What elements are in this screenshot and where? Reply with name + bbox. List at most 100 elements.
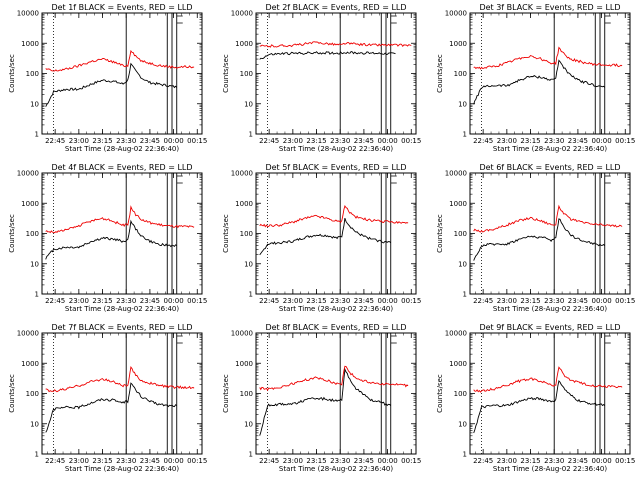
- y-tick-label: 1: [35, 291, 39, 299]
- plot-frame: [255, 12, 417, 135]
- y-axis-label: Counts/sec: [222, 374, 230, 413]
- lld-series-line: [473, 366, 623, 393]
- y-tick-label: 1: [463, 451, 467, 459]
- x-tick-label: 23:45: [568, 457, 588, 465]
- y-tick-label: 10: [244, 260, 253, 268]
- y-tick-label: 100: [26, 390, 39, 398]
- detector-panel-3: Det 3f BLACK = Events, RED = LLD 1 10 100 10…: [436, 3, 635, 153]
- detector-panel-2: Det 2f BLACK = Events, RED = LLD 1 10 100 10…: [222, 3, 421, 153]
- plot-frame: [469, 332, 631, 455]
- x-axis-label: Start Time (28-Aug-02 22:36:40): [279, 305, 393, 313]
- y-tick-label: 10000: [17, 330, 39, 338]
- lld-series-line: [45, 205, 195, 234]
- lld-series-line: [259, 41, 412, 48]
- x-tick-label: 00:15: [187, 457, 207, 465]
- plot-frame: [41, 12, 203, 135]
- x-tick-label: 23:00: [283, 457, 303, 465]
- marker-bracket: [176, 335, 183, 344]
- y-tick-label: 100: [240, 70, 253, 78]
- x-tick-label: 23:15: [520, 457, 540, 465]
- panel-title: Det 1f BLACK = Events, RED = LLD: [51, 3, 192, 12]
- x-tick-label: 00:15: [615, 137, 635, 145]
- x-tick-label: 23:45: [568, 297, 588, 305]
- lld-series-line: [473, 46, 623, 70]
- events-series-line: [45, 62, 178, 107]
- x-tick-label: 23:45: [140, 137, 160, 145]
- lld-series-line: [259, 365, 409, 392]
- marker-bracket: [390, 335, 397, 344]
- y-tick-label: 1000: [449, 360, 467, 368]
- y-tick-label: 10000: [231, 170, 253, 178]
- lld-series-line: [45, 365, 195, 393]
- y-axis-label: Counts/sec: [436, 374, 444, 413]
- plot-frame: [255, 332, 417, 455]
- x-tick-label: 23:30: [330, 137, 350, 145]
- y-axis-label: Counts/sec: [436, 214, 444, 253]
- lld-series-line: [45, 49, 195, 72]
- panel-title: Det 2f BLACK = Events, RED = LLD: [265, 3, 406, 12]
- x-tick-label: 22:45: [473, 137, 493, 145]
- x-axis-label: Start Time (28-Aug-02 22:36:40): [279, 145, 393, 153]
- x-axis-label: Start Time (28-Aug-02 22:36:40): [493, 465, 607, 473]
- y-tick-label: 1000: [21, 360, 39, 368]
- y-tick-label: 100: [26, 230, 39, 238]
- y-tick-label: 10: [244, 420, 253, 428]
- x-tick-label: 00:00: [377, 457, 397, 465]
- x-tick-label: 22:45: [473, 457, 493, 465]
- x-tick-label: 00:15: [187, 297, 207, 305]
- x-tick-label: 22:45: [259, 297, 279, 305]
- panel-title: Det 7f BLACK = Events, RED = LLD: [51, 323, 192, 332]
- x-tick-label: 23:15: [92, 457, 112, 465]
- events-series-line: [473, 380, 605, 434]
- marker-bracket: [176, 15, 183, 24]
- x-tick-label: 00:00: [591, 297, 611, 305]
- y-tick-label: 10000: [17, 10, 39, 18]
- y-tick-label: 100: [454, 390, 467, 398]
- x-tick-label: 23:30: [116, 457, 136, 465]
- y-axis-label: Counts/sec: [8, 374, 16, 413]
- detector-panel-7: Det 7f BLACK = Events, RED = LLD 1 10 100 10…: [8, 323, 207, 473]
- y-tick-label: 1000: [235, 40, 253, 48]
- x-tick-label: 00:00: [591, 457, 611, 465]
- y-tick-label: 10: [30, 420, 39, 428]
- panel-title: Det 6f BLACK = Events, RED = LLD: [479, 163, 620, 172]
- marker-bracket: [176, 175, 183, 184]
- y-tick-label: 1: [35, 451, 39, 459]
- y-tick-label: 1000: [235, 200, 253, 208]
- x-tick-label: 23:15: [92, 297, 112, 305]
- x-axis-label: Start Time (28-Aug-02 22:36:40): [65, 145, 179, 153]
- x-tick-label: 23:30: [330, 297, 350, 305]
- y-tick-label: 10000: [445, 170, 467, 178]
- x-tick-label: 23:30: [544, 457, 564, 465]
- y-tick-label: 100: [26, 70, 39, 78]
- x-tick-label: 23:00: [497, 457, 517, 465]
- x-tick-label: 00:15: [401, 297, 421, 305]
- y-tick-label: 10: [244, 100, 253, 108]
- events-series-line: [473, 218, 605, 261]
- y-tick-label: 1000: [21, 40, 39, 48]
- marker-bracket: [390, 15, 397, 24]
- x-axis-label: Start Time (28-Aug-02 22:36:40): [493, 145, 607, 153]
- x-tick-label: 00:15: [615, 297, 635, 305]
- marker-bracket: [604, 15, 611, 24]
- x-tick-label: 23:45: [354, 457, 374, 465]
- y-tick-label: 1000: [235, 360, 253, 368]
- events-series-line: [45, 382, 177, 433]
- detector-panel-4: Det 4f BLACK = Events, RED = LLD 1 10 100 10…: [8, 163, 207, 313]
- y-tick-label: 100: [240, 390, 253, 398]
- x-axis-label: Start Time (28-Aug-02 22:36:40): [279, 465, 393, 473]
- y-axis-label: Counts/sec: [436, 54, 444, 93]
- x-tick-label: 23:30: [544, 297, 564, 305]
- plot-frame: [469, 172, 631, 295]
- y-tick-label: 1000: [449, 40, 467, 48]
- x-tick-label: 23:45: [568, 137, 588, 145]
- x-tick-label: 23:45: [140, 457, 160, 465]
- x-tick-label: 23:30: [544, 137, 564, 145]
- x-tick-label: 23:00: [283, 297, 303, 305]
- plot-frame: [255, 172, 417, 295]
- y-axis-label: Counts/sec: [222, 214, 230, 253]
- y-tick-label: 10: [458, 260, 467, 268]
- x-tick-label: 22:45: [259, 457, 279, 465]
- y-tick-label: 1000: [21, 200, 39, 208]
- y-tick-label: 1: [463, 291, 467, 299]
